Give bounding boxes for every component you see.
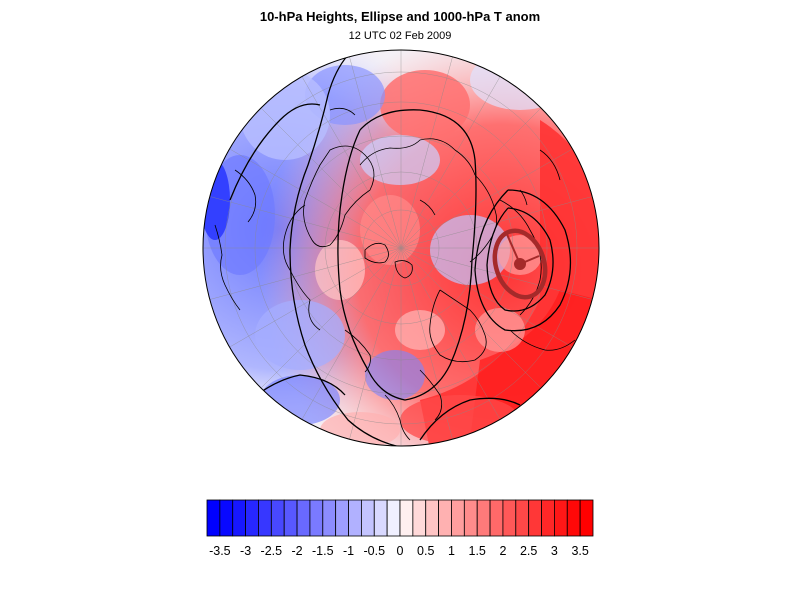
colorbar-box: [245, 499, 259, 537]
colorbar-box: [502, 499, 517, 537]
colorbar-box: [554, 499, 568, 537]
colorbar-tick-label: 1.5: [469, 544, 486, 558]
colorbar-box: [476, 499, 491, 537]
height-contours: [229, 54, 572, 446]
colorbar-box: [258, 499, 272, 537]
colorbar-boxes: [206, 499, 594, 537]
colorbar-box: [322, 499, 337, 537]
colorbar-tick-label: 3.5: [571, 544, 588, 558]
colorbar-box: [489, 499, 504, 537]
figure-subtitle: 12 UTC 02 Feb 2009: [348, 30, 452, 42]
colorbar-box: [232, 499, 247, 537]
colorbar-box: [360, 499, 375, 537]
colorbar-tick-label: -2: [292, 544, 303, 558]
colorbar-box: [335, 499, 349, 537]
colorbar-box: [451, 499, 465, 537]
colorbar-tick-label: 1: [448, 544, 455, 558]
colorbar-box: [386, 499, 401, 537]
colorbar-tick-label: 3: [551, 544, 558, 558]
colorbar-box: [348, 499, 362, 537]
colorbar-box: [438, 499, 452, 537]
colorbar-box: [270, 499, 285, 537]
colorbar-box: [528, 499, 542, 537]
colorbar-tick-label: -0.5: [363, 544, 385, 558]
colorbar-tick-label: -1: [343, 544, 354, 558]
colorbar-box: [566, 499, 581, 537]
vortex-ellipse: [492, 228, 548, 300]
colorbar-tick-label: 2: [499, 544, 506, 558]
colorbar-box: [579, 499, 594, 537]
colorbar-tick-label: -2.5: [261, 544, 283, 558]
colorbar-tick-label: 0: [397, 544, 404, 558]
colorbar-box: [219, 499, 234, 537]
figure-title: 10-hPa Heights, Ellipse and 1000-hPa T a…: [259, 9, 541, 24]
colorbar-tick-label: -3.5: [209, 544, 231, 558]
colorbar-box: [283, 499, 298, 537]
colorbar-box: [541, 499, 555, 537]
colorbar-ticks: -3.5 -3 -2.5 -2 -1.5 -1 -0.5 0 0.5 1 1.5 2 2.5 3 3.5: [209, 544, 589, 558]
colorbar-box: [425, 499, 440, 537]
colorbar-box: [309, 499, 324, 537]
colorbar-box: [373, 499, 388, 537]
globe-outline: [202, 49, 600, 447]
colorbar-tick-label: 2.5: [520, 544, 537, 558]
colorbar-box: [412, 499, 427, 537]
colorbar-box: [515, 499, 530, 537]
colorbar-box: [463, 499, 478, 537]
colorbar-box: [296, 499, 311, 537]
colorbar-tick-label: -1.5: [312, 544, 334, 558]
colorbar-box: [399, 499, 414, 537]
colorbar-tick-label: -3: [240, 544, 251, 558]
colorbar-tick-label: 0.5: [417, 544, 434, 558]
colorbar-box: [206, 499, 221, 537]
